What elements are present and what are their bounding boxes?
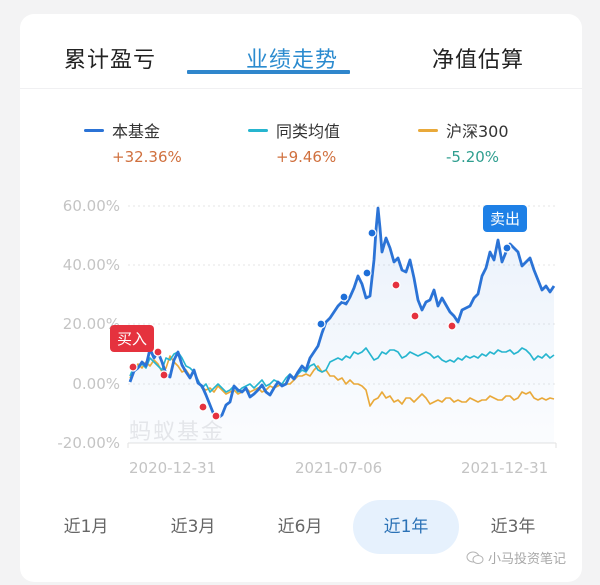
x-tick-label: 2021-12-31	[461, 459, 549, 477]
period-selector: 近1月 近3月 近6月 近1年 近3年	[20, 500, 582, 554]
legend-line-icon	[84, 128, 104, 132]
legend-item-peer-avg[interactable]: 同类均值 +9.46%	[248, 118, 340, 166]
sell-point-markers	[316, 228, 512, 329]
tab-performance-trend[interactable]: 业绩走势	[246, 48, 339, 73]
sell-tag: 卖出	[483, 205, 528, 232]
period-1-year[interactable]: 近1年	[353, 500, 459, 554]
active-tab-indicator	[187, 70, 350, 74]
legend-value: +9.46%	[276, 148, 337, 166]
watermark-text: 蚂蚁基金	[129, 420, 226, 445]
period-3-years[interactable]: 近3年	[490, 517, 536, 537]
x-tick-label: 2021-07-06	[295, 459, 383, 477]
buy-tag: 买入	[110, 325, 155, 352]
credit-text: 小马投资笔记	[488, 552, 567, 567]
x-tick-label: 2020-12-31	[129, 459, 217, 477]
y-tick-label: 20.00%	[62, 315, 120, 333]
tab-divider	[20, 88, 582, 89]
period-1-month[interactable]: 近1月	[63, 517, 109, 537]
legend-line-icon	[248, 128, 268, 132]
y-tick-label: 60.00%	[62, 197, 120, 215]
buy-point-markers	[128, 280, 457, 421]
legend-item-csi300[interactable]: 沪深300 -5.20%	[418, 118, 509, 166]
tab-nav-estimate[interactable]: 净值估算	[432, 48, 525, 73]
period-6-months[interactable]: 近6月	[277, 517, 323, 537]
legend-label: 沪深300	[446, 122, 509, 141]
period-3-months[interactable]: 近3月	[170, 517, 216, 537]
legend-line-icon	[418, 128, 438, 132]
tab-bar: 累计盈亏 业绩走势 净值估算	[20, 14, 582, 88]
y-tick-label: 40.00%	[62, 256, 120, 274]
y-tick-label: 0.00%	[72, 375, 120, 393]
legend-value: +32.36%	[112, 148, 182, 166]
legend-label: 同类均值	[276, 122, 341, 141]
legend-item-fund[interactable]: 本基金 +32.36%	[84, 118, 182, 166]
y-tick-label: -20.00%	[57, 434, 120, 452]
wechat-icon	[466, 551, 484, 564]
legend-label: 本基金	[112, 122, 161, 141]
tab-cumulative-pnl[interactable]: 累计盈亏	[64, 48, 157, 73]
legend-value: -5.20%	[446, 148, 500, 166]
wechat-credit: 小马投资笔记	[466, 548, 566, 567]
